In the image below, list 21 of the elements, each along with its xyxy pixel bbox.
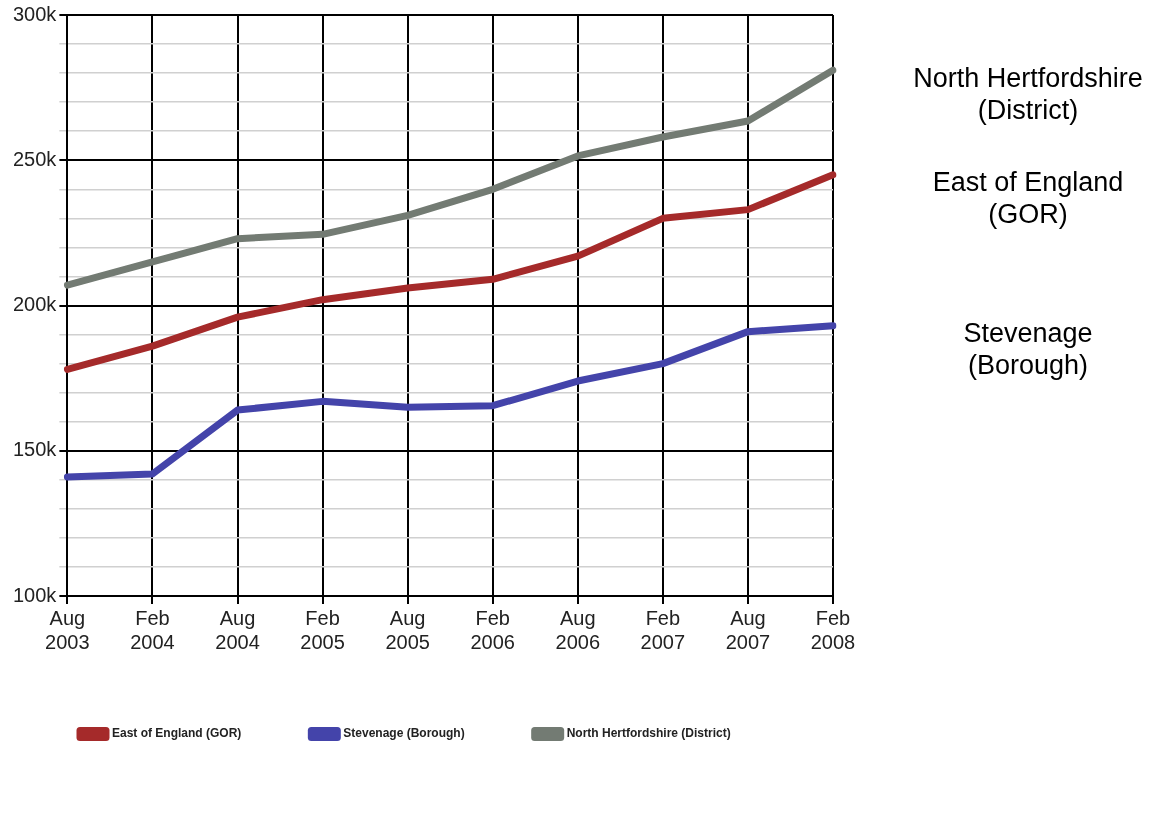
text: Stevenage (Borough): [963, 318, 1093, 381]
x-tick-label: Aug 2004: [215, 606, 260, 653]
legend-label: Stevenage (Borough): [343, 726, 465, 741]
y-tick-label: 300k: [12, 2, 58, 25]
x-tick-label: Aug 2003: [45, 606, 90, 653]
y-tick-label: 250k: [12, 147, 58, 170]
x-tick-label: Aug 2007: [725, 606, 771, 653]
text: East of England (GOR): [932, 167, 1124, 230]
x-tick-label: Feb 2006: [470, 606, 515, 653]
y-tick-label: 200k: [12, 293, 58, 316]
x-tick-label: Feb 2007: [640, 606, 686, 653]
y-tick-label: 100k: [12, 583, 58, 606]
x-tick-label: Feb 2008: [810, 606, 856, 653]
x-tick-label: Feb 2004: [130, 606, 175, 653]
legend-label: North Hertfordshire (District): [566, 726, 731, 741]
text: North Hertfordshire (District): [913, 62, 1143, 125]
x-tick-label: Aug 2005: [385, 606, 430, 653]
x-tick-label: Aug 2006: [555, 606, 601, 653]
legend-label: East of England (GOR): [112, 726, 242, 741]
x-tick-label: Feb 2005: [300, 606, 345, 653]
y-tick-label: 150k: [12, 438, 58, 461]
